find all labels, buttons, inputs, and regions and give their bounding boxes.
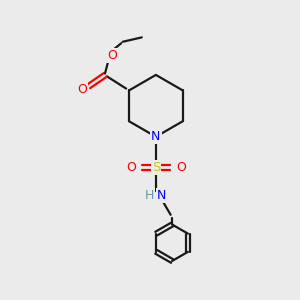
Text: S: S (152, 161, 160, 174)
Text: N: N (157, 189, 166, 202)
Text: N: N (151, 130, 160, 143)
Text: O: O (77, 83, 87, 96)
Text: H: H (145, 189, 154, 202)
Text: O: O (176, 161, 186, 174)
Text: O: O (126, 161, 136, 174)
Text: O: O (107, 49, 117, 62)
